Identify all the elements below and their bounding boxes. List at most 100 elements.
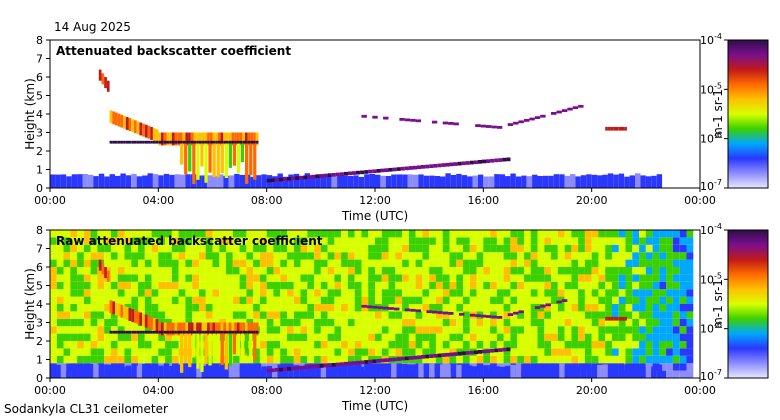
noise-cell (388, 274, 396, 282)
noise-cell (165, 237, 172, 245)
noise-cell (266, 230, 274, 238)
noise-cell (517, 237, 524, 245)
noise-cell (205, 289, 213, 297)
noise-cell (90, 267, 98, 275)
noise-cell (449, 296, 457, 304)
cloud-cell (475, 124, 481, 127)
surface-layer-cell (548, 366, 554, 378)
noise-cell (117, 244, 125, 253)
noise-cell (165, 311, 172, 319)
noise-cell (144, 274, 152, 282)
noise-cell (490, 318, 497, 327)
noise-cell (510, 252, 518, 260)
noise-cell (639, 296, 646, 304)
noise-cell (490, 281, 497, 290)
noise-cell (618, 318, 626, 327)
noise-cell (469, 230, 477, 238)
noise-cell (612, 348, 619, 356)
surface-layer-cell (559, 363, 565, 378)
surface-layer-cell (158, 175, 164, 188)
surface-layer-cell (66, 176, 72, 188)
noise-cell (212, 267, 220, 275)
surface-layer-cell (412, 364, 419, 378)
surface-layer-cell (575, 366, 581, 378)
y-tick-label: 4 (36, 108, 43, 121)
noise-cell (578, 355, 585, 364)
noise-cell (293, 296, 301, 304)
surface-layer-cell (250, 365, 256, 378)
noise-cell (266, 333, 274, 341)
noise-cell (185, 296, 193, 304)
noise-cell (77, 326, 84, 334)
noise-cell (90, 333, 98, 341)
noise-cell (456, 244, 464, 253)
noise-cell (246, 296, 254, 304)
noise-cell (402, 281, 409, 290)
cloud-base-cell (163, 330, 167, 334)
noise-cell (219, 304, 227, 312)
aerosol-cell (245, 322, 248, 336)
cloud-cell (392, 357, 397, 362)
noise-cell (524, 252, 531, 260)
noise-cell (456, 230, 464, 238)
noise-cell (117, 326, 125, 334)
cloud-cell (506, 347, 511, 352)
noise-cell (327, 311, 335, 319)
noise-cell (226, 304, 233, 312)
noise-cell (652, 304, 660, 312)
noise-cell (151, 355, 159, 364)
aerosol-cell (250, 322, 254, 336)
cloud-base-cell (253, 140, 256, 144)
cloud-cell (266, 368, 271, 373)
noise-cell (388, 326, 396, 334)
cloud-cell (465, 351, 470, 355)
noise-cell (483, 304, 491, 312)
noise-cell (551, 326, 558, 334)
noise-cell (90, 311, 98, 319)
backscatter-cells (50, 230, 694, 378)
noise-cell (672, 296, 680, 304)
aerosol-cell (155, 319, 159, 333)
noise-cell (327, 355, 335, 364)
noise-cell (334, 237, 342, 245)
noise-cell (442, 311, 450, 319)
noise-cell (517, 318, 524, 327)
y-tick-label: 5 (36, 90, 43, 103)
cloud-cell (607, 126, 611, 131)
noise-cell (672, 230, 680, 238)
cloud-cell (540, 304, 546, 308)
noise-cell (659, 370, 667, 378)
noise-cell (402, 274, 409, 282)
noise-cell (232, 304, 240, 312)
surface-layer-cell (548, 175, 554, 188)
noise-cell (334, 289, 342, 297)
noise-cell (605, 237, 612, 245)
noise-cell (551, 348, 558, 356)
noise-cell (354, 348, 362, 356)
surface-layer-cell (180, 174, 186, 188)
cloud-cell (461, 351, 466, 356)
cloud-cell (442, 311, 449, 315)
noise-cell (517, 355, 524, 364)
noise-cell (151, 348, 159, 356)
noise-cell (456, 341, 464, 349)
noise-cell (557, 318, 565, 327)
surface-layer-cell (564, 175, 570, 188)
noise-cell (564, 296, 572, 304)
noise-cell (510, 259, 518, 267)
noise-cell (584, 230, 592, 238)
noise-cell (266, 274, 274, 282)
noise-cell (666, 363, 673, 371)
noise-cell (381, 311, 389, 319)
noise-cell (666, 237, 673, 245)
noise-cell (686, 252, 694, 260)
y-tick-label: 8 (36, 224, 43, 237)
noise-cell (124, 237, 132, 245)
noise-cell (686, 289, 694, 297)
aerosol-cell (131, 119, 134, 133)
precip-cell (249, 333, 253, 362)
noise-cell (90, 259, 98, 267)
cloud-cell (335, 362, 340, 367)
noise-cell (598, 341, 606, 349)
y-tick-label: 0 (36, 182, 43, 195)
